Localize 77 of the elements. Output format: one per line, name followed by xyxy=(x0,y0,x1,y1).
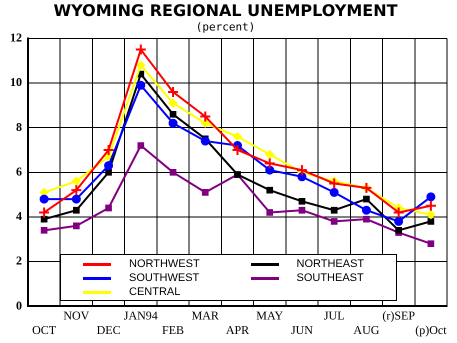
point xyxy=(264,157,276,170)
point xyxy=(170,110,176,118)
point xyxy=(73,206,80,214)
x-tick-label: MAY xyxy=(256,308,284,323)
point xyxy=(72,176,81,186)
point xyxy=(168,98,178,108)
x-tick-label: (p)Oct xyxy=(415,322,448,337)
point xyxy=(70,184,82,196)
point xyxy=(265,150,274,159)
legend-label: NORTHEAST xyxy=(296,258,364,270)
point xyxy=(170,168,176,176)
point xyxy=(233,132,242,142)
point xyxy=(330,188,339,197)
x-tick-label: NOV xyxy=(63,308,90,323)
point xyxy=(40,226,48,234)
point xyxy=(392,206,405,218)
legend-label: NORTHWEST xyxy=(129,258,200,270)
point xyxy=(200,136,210,146)
y-tick-label: 12 xyxy=(10,30,22,44)
point xyxy=(428,240,434,248)
point xyxy=(232,144,244,156)
point xyxy=(363,196,370,202)
point xyxy=(38,206,50,218)
x-tick-label: JUN xyxy=(290,322,314,337)
point xyxy=(168,118,178,128)
point xyxy=(426,192,436,202)
legend-label: CENTRAL xyxy=(129,286,180,298)
point xyxy=(266,209,274,216)
x-tick-label: (r)SEP xyxy=(382,308,416,323)
point xyxy=(137,142,144,149)
x-tick-label: DEC xyxy=(96,322,121,337)
point xyxy=(297,172,306,182)
point xyxy=(395,226,402,234)
point xyxy=(102,144,115,156)
x-tick-label: OCT xyxy=(32,322,57,337)
point xyxy=(199,110,212,123)
point xyxy=(296,164,308,176)
x-tick-label: JUL xyxy=(324,308,345,323)
x-tick-label: JAN94 xyxy=(124,308,158,323)
point xyxy=(424,200,437,212)
legend-label: SOUTHWEST xyxy=(129,272,200,284)
point xyxy=(298,206,306,214)
point xyxy=(428,218,434,225)
y-tick-label: 0 xyxy=(16,298,22,312)
chart-title: WYOMING REGIONAL UNEMPLOYMENT xyxy=(53,0,398,20)
chart-subtitle: (percent) xyxy=(196,20,256,34)
point xyxy=(266,186,274,194)
x-tick-label: AUG xyxy=(353,322,380,337)
point xyxy=(328,177,340,190)
point xyxy=(167,86,180,98)
y-tick-label: 10 xyxy=(10,75,22,90)
point xyxy=(330,206,338,214)
point xyxy=(394,216,404,226)
y-tick-label: 8 xyxy=(16,120,22,134)
point xyxy=(298,198,306,205)
point xyxy=(105,168,112,176)
point xyxy=(136,60,146,70)
y-tick-label: 2 xyxy=(16,254,22,268)
point xyxy=(73,222,80,230)
x-tick-label: FEB xyxy=(162,322,184,337)
y-tick-label: 4 xyxy=(16,209,22,224)
point xyxy=(40,194,49,204)
point xyxy=(363,216,370,222)
point xyxy=(426,210,436,220)
point xyxy=(134,44,147,56)
point xyxy=(40,216,48,222)
y-tick-label: 6 xyxy=(16,164,22,178)
point xyxy=(104,161,114,170)
legend-label: SOUTHEAST xyxy=(296,272,364,284)
point xyxy=(72,194,81,204)
x-tick-label: MAR xyxy=(192,308,219,323)
point xyxy=(105,204,112,212)
point xyxy=(330,218,338,225)
point xyxy=(362,206,371,215)
point xyxy=(136,80,146,90)
x-tick-label: APR xyxy=(226,322,250,337)
point xyxy=(202,189,209,196)
